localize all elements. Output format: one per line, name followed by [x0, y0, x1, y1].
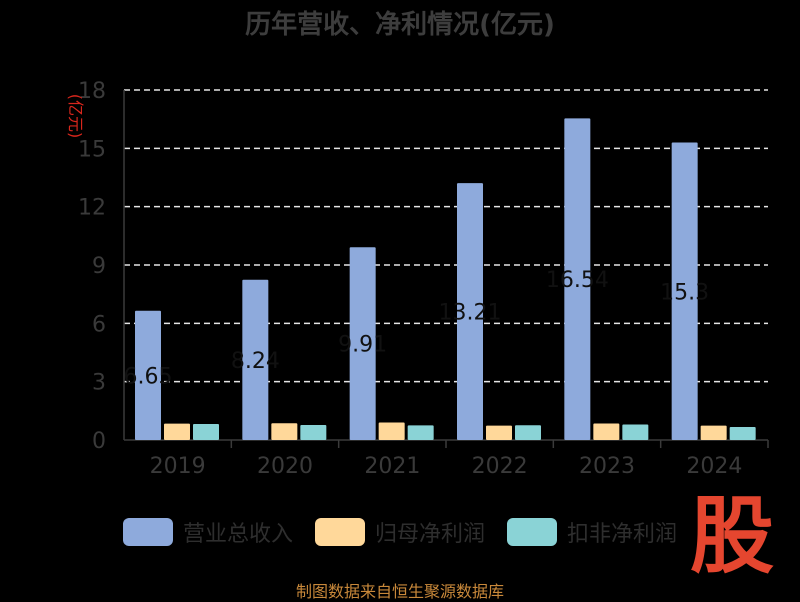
y-axis-label: (亿元)	[66, 94, 85, 139]
bar-2020-series-2	[300, 425, 327, 440]
legend-item-deducted-profit[interactable]: 扣非净利润	[507, 516, 677, 548]
bar-2023-series-0	[564, 118, 591, 440]
x-tick-label-2024: 2024	[686, 454, 742, 479]
x-tick-label-2022: 2022	[472, 454, 528, 479]
bar-2019-series-2	[193, 424, 219, 440]
data-label-2021: 9.91	[338, 333, 387, 358]
bar-2022-series-0	[457, 183, 483, 440]
bar-2024-series-2	[729, 426, 756, 440]
legend-label-deducted-profit: 扣非净利润	[567, 522, 678, 547]
legend-swatch-net-profit	[314, 518, 365, 546]
y-tick-label-6: 6	[92, 312, 106, 337]
y-tick-label-3: 3	[92, 371, 106, 396]
x-tick-label-2020: 2020	[257, 454, 313, 479]
y-tick-label-15: 15	[78, 137, 106, 162]
bar-2022-series-2	[515, 425, 541, 440]
data-label-2022: 13.21	[439, 301, 502, 326]
bar-2020-series-0	[242, 279, 269, 440]
legend-swatch-deducted-profit	[507, 518, 557, 546]
legend-item-net-profit[interactable]: 归母净利润	[314, 516, 485, 548]
legend-swatch-revenue	[122, 518, 173, 546]
bar-2019-series-0	[135, 310, 161, 440]
bar-2021-series-0	[349, 247, 376, 440]
y-tick-label-18: 18	[78, 79, 106, 104]
bar-2023-series-2	[622, 424, 649, 440]
x-tick-label-2021: 2021	[364, 454, 420, 479]
bar-2022-series-1	[486, 425, 512, 440]
data-label-2024: 15.3	[660, 280, 709, 305]
bar-2024-series-1	[700, 425, 727, 440]
data-label-2020: 8.24	[231, 349, 280, 374]
bar-2021-series-2	[407, 425, 434, 440]
logo-mark: 股	[690, 487, 775, 585]
bar-2021-series-1	[378, 422, 405, 440]
legend: 营业总收入 归母净利润 扣非净利润	[0, 516, 800, 548]
y-tick-label-9: 9	[92, 254, 106, 279]
bar-2024-series-0	[671, 142, 698, 440]
bar-2020-series-1	[271, 423, 298, 440]
legend-item-revenue[interactable]: 营业总收入	[122, 516, 293, 548]
x-tick-label-2019: 2019	[150, 454, 206, 479]
y-tick-label-0: 0	[92, 429, 106, 454]
data-label-2019: 6.65	[124, 364, 173, 389]
chart-title: 历年营收、净利情况(亿元)	[245, 10, 555, 40]
y-tick-label-12: 12	[78, 196, 106, 221]
legend-label-net-profit: 归母净利润	[374, 522, 485, 547]
bar-2023-series-1	[593, 423, 620, 440]
x-tick-label-2023: 2023	[579, 454, 635, 479]
bar-2019-series-1	[164, 423, 190, 440]
data-label-2023: 16.54	[546, 268, 609, 293]
source-note: 制图数据来自恒生聚源数据库	[295, 582, 504, 601]
legend-label-revenue: 营业总收入	[182, 522, 293, 547]
